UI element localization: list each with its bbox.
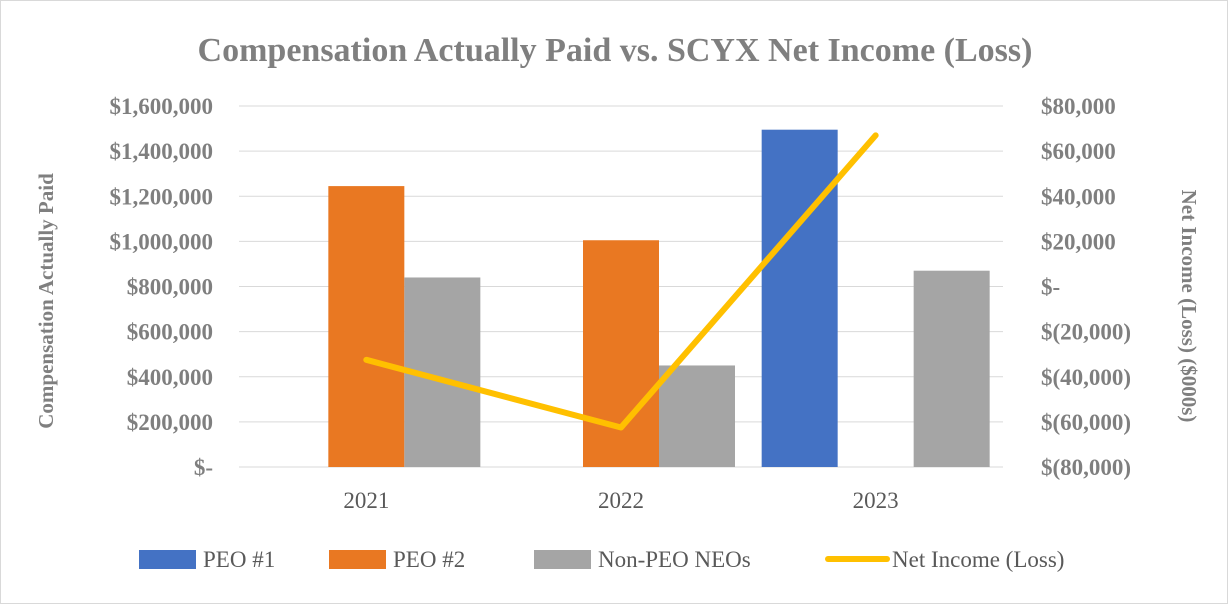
- legend: PEO #1 PEO #2 Non-PEO NEOs Net Income (Loss…: [139, 547, 1064, 572]
- legend-label-peo-1: PEO #1: [203, 547, 275, 572]
- left-axis-tick-label: $-: [194, 455, 213, 480]
- right-axis-tick-label: $60,000: [1041, 139, 1116, 164]
- legend-swatch-non-peo-neos: [534, 550, 591, 569]
- left-axis-tick-label: $200,000: [127, 410, 213, 435]
- legend-label-net-income-loss: Net Income (Loss): [892, 547, 1064, 572]
- bar-non-peo-neos-2023: [914, 271, 990, 467]
- right-axis-tick-label: $(20,000): [1041, 320, 1131, 345]
- legend-label-peo-2: PEO #2: [393, 547, 465, 572]
- left-axis-tick-label: $1,000,000: [110, 229, 214, 254]
- left-axis-ticks: $1,600,000 $1,400,000 $1,200,000 $1,000,000…: [110, 94, 214, 480]
- legend-swatch-peo-2: [329, 550, 386, 569]
- bar-peo-2-2021: [328, 186, 404, 467]
- right-axis-tick-label: $-: [1041, 275, 1060, 300]
- chart-title: Compensation Actually Paid vs. SCYX Net …: [198, 32, 1033, 69]
- bar-peo-1-2023: [762, 130, 838, 467]
- left-axis-tick-label: $800,000: [127, 275, 213, 300]
- bar-peo-2-2022: [583, 240, 659, 467]
- right-axis-tick-label: $(40,000): [1041, 365, 1131, 390]
- right-axis-tick-label: $40,000: [1041, 184, 1116, 209]
- x-axis-tick-label: 2021: [343, 488, 389, 513]
- legend-swatch-peo-1: [139, 550, 196, 569]
- right-axis-ticks: $80,000 $60,000 $40,000 $20,000 $- $(20,000) $…: [1041, 94, 1131, 480]
- x-axis-tick-label: 2023: [853, 488, 899, 513]
- bars: [328, 130, 989, 467]
- x-axis-ticks: 2021 2022 2023: [343, 488, 898, 513]
- right-axis-tick-label: $20,000: [1041, 229, 1116, 254]
- left-axis-tick-label: $600,000: [127, 320, 213, 345]
- left-axis-tick-label: $1,600,000: [110, 94, 214, 119]
- y-axis-title-left: Compensation Actually Paid: [34, 173, 58, 429]
- right-axis-tick-label: $(80,000): [1041, 455, 1131, 480]
- left-axis-tick-label: $1,200,000: [110, 184, 214, 209]
- left-axis-tick-label: $1,400,000: [110, 139, 214, 164]
- bar-non-peo-neos-2022: [659, 365, 735, 467]
- right-axis-tick-label: $(60,000): [1041, 410, 1131, 435]
- y-axis-title-right: Net Income (Loss) ($000s): [1177, 190, 1201, 423]
- left-axis-tick-label: $400,000: [127, 365, 213, 390]
- legend-label-non-peo-neos: Non-PEO NEOs: [598, 547, 751, 572]
- x-axis-tick-label: 2022: [598, 488, 644, 513]
- right-axis-tick-label: $80,000: [1041, 94, 1116, 119]
